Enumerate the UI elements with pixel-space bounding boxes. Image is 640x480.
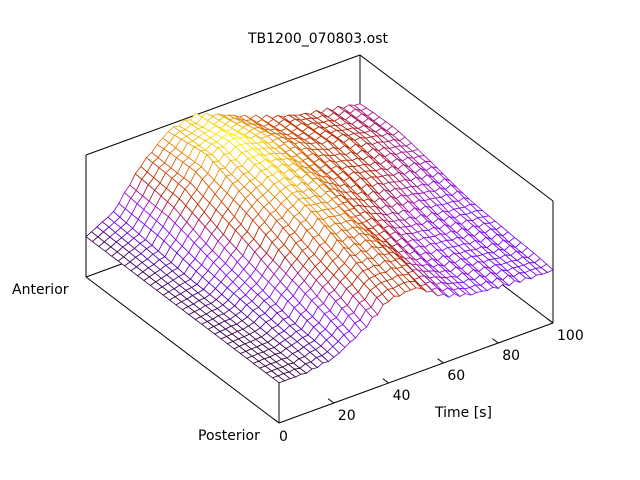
- time-tick-label: 100: [557, 328, 584, 344]
- posterior-label: Posterior: [198, 428, 260, 444]
- plot-box-front: [85, 276, 554, 424]
- time-tick-label: 80: [502, 348, 520, 364]
- time-tick-mark: [437, 358, 444, 364]
- time-tick-mark: [492, 338, 499, 344]
- time-axis-label: Time [s]: [434, 405, 492, 421]
- surface-mesh: [85, 103, 554, 384]
- time-tick-label: 20: [338, 408, 356, 424]
- box-edge-top-back-left: [85, 54, 361, 156]
- time-axis-line: [278, 322, 554, 424]
- time-axis-ticks: 0 20 40 60 80 100: [272, 318, 584, 445]
- time-tick-label: 0: [279, 429, 288, 445]
- time-tick-mark: [327, 398, 335, 404]
- surface-cell: [271, 375, 286, 384]
- time-tick-label: 60: [447, 368, 465, 384]
- anterior-label: Anterior: [12, 282, 69, 298]
- time-tick-mark: [382, 378, 389, 384]
- time-tick-mark: [546, 318, 554, 324]
- time-tick-label: 40: [393, 388, 411, 404]
- time-tick-mark: [272, 418, 280, 424]
- chart-title: TB1200_070803.ost: [247, 31, 389, 47]
- box-edge-top-back-right: [359, 54, 554, 202]
- box-edge-base-front-left: [85, 276, 280, 424]
